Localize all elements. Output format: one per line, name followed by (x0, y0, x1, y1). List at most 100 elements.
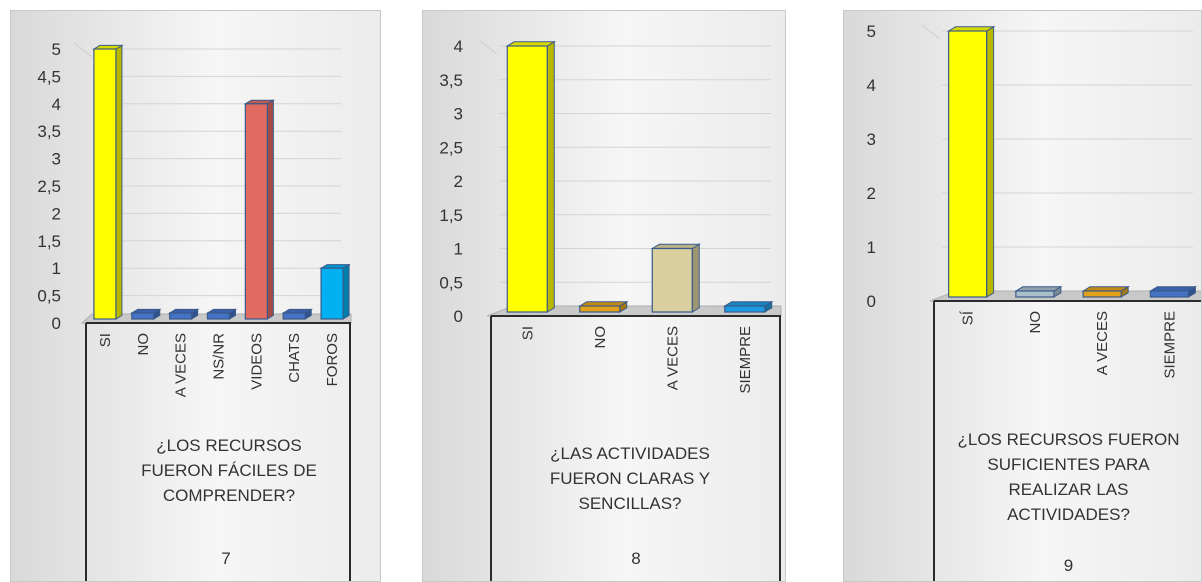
x-tick-label: SI (97, 333, 114, 347)
bar-chats (281, 308, 314, 320)
y-tick-label: 2,5 (37, 177, 61, 196)
bar-side (546, 40, 555, 313)
bar-front (1082, 290, 1122, 298)
y-tick-label: 0,5 (37, 287, 61, 306)
bar-side (115, 44, 123, 320)
y-tick-label: 3 (867, 130, 876, 149)
bar-foros (319, 263, 351, 320)
bar-siempre (722, 300, 774, 313)
y-tick-label: 3 (52, 150, 61, 169)
bar-si (505, 40, 557, 313)
chart-8-svg: 0 0,5 1 1,5 2 2,5 3 3,5 4 SI NO A VECES SIEMPRE (439, 37, 782, 581)
y-tick-label: 0,5 (439, 273, 463, 292)
bar-videos (243, 99, 276, 320)
bar-front (948, 30, 988, 298)
chart-8-xlabel: ¿LAS ACTIVIDADES FUERON CLARAS Y SENCILL… (549, 444, 711, 513)
bar-front (506, 45, 548, 313)
y-tick-label: 1 (867, 238, 876, 257)
x-tick-label: SÍ (960, 310, 977, 325)
bar-side (986, 25, 995, 298)
x-tick-label: A VECES (173, 333, 190, 397)
bar-ns-nr (205, 308, 238, 320)
y-tick-label: 1 (454, 240, 463, 259)
wall-edge (921, 24, 941, 40)
chart-panel-8: 0 0,5 1 1,5 2 2,5 3 3,5 4 SI NO A VECES SIEMPRE ¿LAS… (422, 10, 786, 582)
chart-8-group-label: 8 (631, 549, 641, 568)
y-tick-label: 2 (867, 184, 876, 203)
y-tick-label: 4 (454, 37, 463, 56)
x-tick-label: CHATS (286, 333, 303, 383)
x-tick-label: NO (1027, 311, 1044, 334)
wall-edge (478, 39, 498, 55)
chart-7-xlabel: ¿LOS RECURSOS FUERON FÁCILES DE COMPREND… (141, 436, 317, 505)
bar-front (244, 103, 268, 320)
x-tick-label: VIDEOS (248, 333, 265, 390)
x-tick-label: SI (519, 326, 536, 340)
chart-7-group-label: 7 (221, 549, 231, 568)
bar-top (722, 301, 774, 307)
y-tick-label: 1,5 (439, 206, 463, 225)
bar-a-veces (650, 243, 702, 313)
bar-top (1148, 286, 1198, 292)
bar-no (129, 308, 162, 320)
bar-front (579, 305, 621, 313)
y-tick-label: 3,5 (439, 71, 463, 90)
bar-front (131, 312, 155, 320)
y-tick-label: 0 (867, 292, 876, 311)
x-tick-label: A VECES (1094, 311, 1111, 375)
bar-front (169, 312, 193, 320)
bar-front (724, 305, 766, 313)
y-tick-label: 3 (454, 105, 463, 124)
y-tick-label: 5 (867, 22, 876, 41)
wall-edge (73, 42, 93, 58)
bar-no (1014, 285, 1063, 298)
bar-side (691, 243, 700, 313)
x-tick-label: FOROS (324, 333, 341, 386)
chart-panel-7: 0 0,5 1 1,5 2 2,5 3 3,5 4 4,5 5 SI NO A VECES NS/NR VID… (10, 10, 381, 582)
y-tick-label: 1 (52, 259, 61, 278)
bar-top (577, 301, 629, 307)
y-tick-label: 2,5 (439, 138, 463, 157)
chart-9-svg: 0 1 2 3 4 5 SÍ NO A VECES SIEMPRE (867, 22, 1201, 581)
chart-9-group-label: 9 (1063, 556, 1074, 575)
bar-front (320, 267, 344, 320)
bar-side (342, 263, 350, 320)
chart-9-xlabel: ¿LOS RECURSOS FUERON SUFICIENTES PARA RE… (957, 430, 1180, 524)
x-tick-label: SIEMPRE (737, 326, 754, 394)
bar-top (1081, 286, 1130, 292)
bar-front (1149, 290, 1189, 298)
bar-top (650, 243, 702, 249)
chart-7-svg: 0 0,5 1 1,5 2 2,5 3 3,5 4 4,5 5 SI NO A VECES NS/NR VID… (37, 40, 352, 581)
bar-top (505, 41, 557, 47)
y-tick-label: 0 (454, 307, 463, 326)
bar-siempre (1148, 285, 1198, 298)
x-tick-label: A VECES (664, 326, 681, 390)
chart-panel-9: 0 1 2 3 4 5 SÍ NO A VECES SIEMPRE ¿LOS RECURSOS F… (843, 10, 1202, 582)
y-tick-label: 1,5 (37, 232, 61, 251)
bar-front (1015, 290, 1055, 298)
bar-front (651, 247, 693, 313)
x-tick-label: SIEMPRE (1161, 311, 1178, 379)
y-tick-label: 2 (52, 204, 61, 223)
y-tick-label: 4,5 (37, 67, 61, 86)
bar-s- (946, 25, 996, 298)
bar-a-veces (167, 308, 200, 320)
y-tick-label: 3,5 (37, 122, 61, 141)
bar-front (206, 312, 231, 320)
bar-no (577, 300, 629, 313)
bar-top (1014, 286, 1063, 292)
x-tick-label: NO (592, 326, 609, 349)
bar-top (946, 26, 996, 32)
x-tick-label: NO (135, 333, 152, 356)
y-tick-label: 4 (52, 95, 61, 114)
y-tick-label: 2 (454, 172, 463, 191)
bar-a-veces (1081, 285, 1130, 298)
y-tick-label: 0 (52, 314, 61, 333)
y-tick-label: 5 (52, 40, 61, 59)
bar-front (93, 48, 117, 320)
x-tick-label: NS/NR (211, 333, 228, 380)
y-tick-label: 4 (867, 76, 876, 95)
bar-front (282, 312, 306, 320)
bar-si (92, 44, 124, 320)
bar-side (266, 99, 274, 320)
